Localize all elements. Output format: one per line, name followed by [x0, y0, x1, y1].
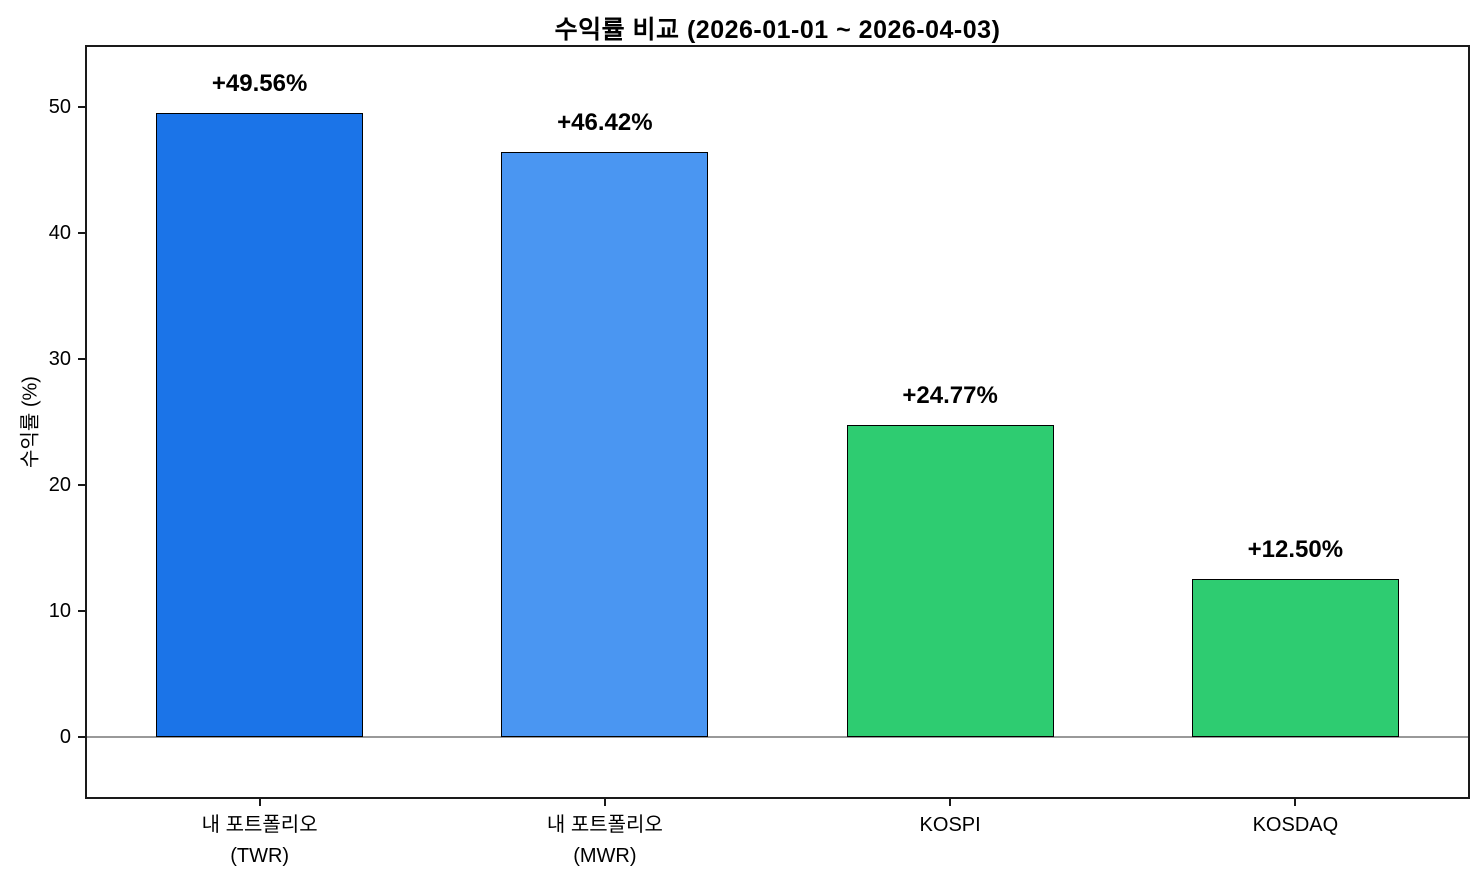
x-category-label: KOSPI	[919, 814, 981, 836]
y-tick-mark	[78, 609, 87, 612]
y-tick-label: 20	[48, 473, 71, 496]
bar-3	[846, 424, 1054, 737]
x-category-label: 내 포트폴리오 (MWR)	[546, 814, 663, 867]
zero-baseline	[87, 735, 1468, 738]
bar-value-label: +12.50%	[1247, 536, 1344, 564]
x-tick-mark	[258, 797, 261, 806]
y-tick-mark	[78, 358, 87, 361]
x-tick-mark	[949, 797, 952, 806]
y-tick-label: 0	[59, 725, 71, 748]
bar-value-label: +24.77%	[902, 381, 998, 409]
y-tick-label: 40	[48, 222, 71, 245]
bar-4	[1191, 579, 1399, 737]
plot-area-frame	[85, 45, 1470, 799]
y-tick-label: 50	[48, 96, 71, 119]
bar-value-label: +49.56%	[211, 69, 308, 97]
x-category-label: KOSDAQ	[1252, 814, 1339, 836]
y-axis-title: 수익률 (%)	[19, 376, 42, 468]
x-category-label: 내 포트폴리오 (TWR)	[201, 814, 318, 867]
x-tick-mark	[1294, 797, 1297, 806]
y-tick-mark	[78, 232, 87, 235]
y-tick-mark	[78, 735, 87, 738]
y-tick-label: 10	[48, 599, 71, 622]
chart-title: 수익률 비교 (2026-01-01 ~ 2026-04-03)	[554, 16, 1001, 44]
y-tick-label: 30	[48, 348, 71, 371]
x-tick-mark	[603, 797, 606, 806]
bar-1	[156, 112, 364, 737]
y-tick-mark	[78, 106, 87, 109]
bar-2	[501, 152, 709, 737]
bar-value-label: +46.42%	[557, 109, 653, 137]
y-tick-mark	[78, 483, 87, 486]
